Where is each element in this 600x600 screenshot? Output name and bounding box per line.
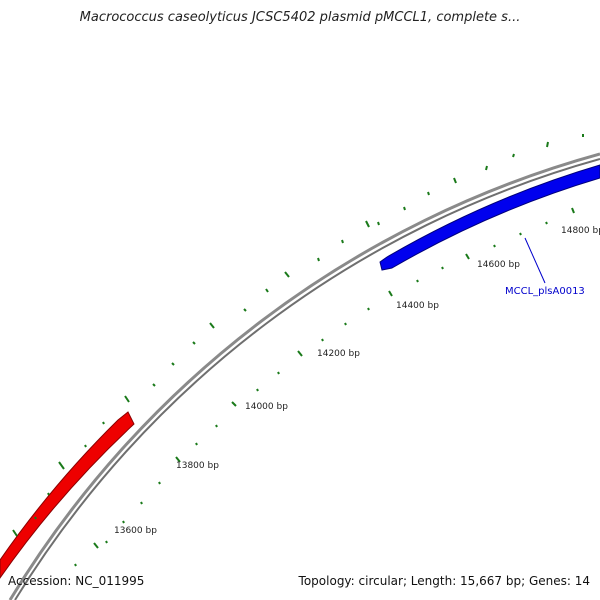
backbone-arc-inner xyxy=(14,158,600,600)
position-label: 14000 bp xyxy=(245,402,288,412)
position-label: 14600 bp xyxy=(477,260,520,270)
backbone-arc-outer xyxy=(8,152,600,600)
position-label: 14200 bp xyxy=(317,349,360,359)
accession-label: Accession: NC_011995 xyxy=(8,574,145,588)
position-label: 14400 bp xyxy=(396,301,439,311)
gene-arrow-red[interactable] xyxy=(0,411,135,579)
position-label: 14800 bp xyxy=(561,226,600,236)
gene-label-mccl-plsa0013[interactable]: MCCL_plsA0013 xyxy=(505,286,585,297)
map-title: Macrococcus caseolyticus JCSC5402 plasmi… xyxy=(79,10,521,25)
gene-arrow-blue[interactable] xyxy=(379,164,600,271)
position-label: 13800 bp xyxy=(176,461,219,471)
outer-tick-ring xyxy=(12,134,584,537)
summary-label: Topology: circular; Length: 15,667 bp; G… xyxy=(298,574,590,588)
position-label: 13600 bp xyxy=(114,526,157,536)
gene-label-leader xyxy=(524,237,546,284)
inner-tick-ring xyxy=(74,207,575,567)
